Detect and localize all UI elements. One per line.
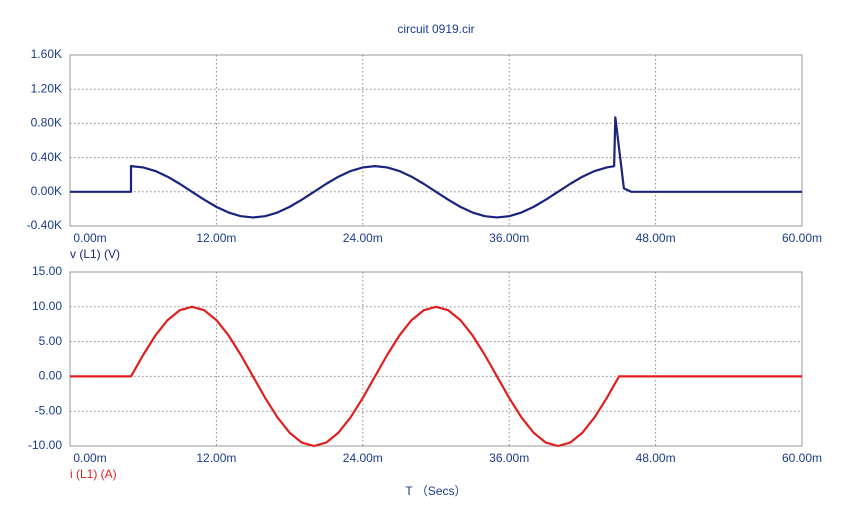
line-series: [70, 305, 802, 448]
x-tick-label: 36.00m: [489, 231, 529, 245]
y-axis-label: i (L1) (A): [70, 467, 117, 481]
y-tick-label: 1.20K: [31, 81, 62, 95]
x-tick-label: 24.00m: [343, 451, 383, 465]
x-tick-label: 0.00m: [73, 451, 106, 465]
x-tick-label: 60.00m: [782, 451, 822, 465]
plot-frame: [69, 54, 803, 227]
x-tick-label: 24.00m: [343, 231, 383, 245]
plot-frame: [69, 271, 803, 447]
y-tick-label: 5.00: [39, 334, 63, 348]
x-axis-label: T （Secs）: [405, 484, 466, 498]
x-tick-label: 0.00m: [73, 231, 106, 245]
x-tick-label: 60.00m: [782, 231, 822, 245]
x-tick-label: 48.00m: [636, 231, 676, 245]
y-tick-label: 0.00: [39, 369, 63, 383]
x-tick-label: 12.00m: [196, 451, 236, 465]
x-tick-label: 48.00m: [636, 451, 676, 465]
chart-title: circuit 0919.cir: [397, 22, 474, 36]
y-tick-label: -10.00: [28, 438, 62, 452]
y-tick-label: 0.40K: [31, 150, 62, 164]
y-tick-label: -5.00: [35, 403, 63, 417]
y-tick-label: 1.60K: [31, 47, 62, 61]
y-tick-label: 15.00: [32, 264, 62, 278]
x-tick-label: 12.00m: [196, 231, 236, 245]
line-series: [70, 116, 802, 219]
y-axis-label: v (L1) (V): [70, 247, 120, 261]
y-tick-label: 0.00K: [31, 184, 62, 198]
y-tick-label: -0.40K: [27, 218, 62, 232]
x-tick-label: 36.00m: [489, 451, 529, 465]
y-tick-label: 0.80K: [31, 116, 62, 130]
y-tick-label: 10.00: [32, 299, 62, 313]
